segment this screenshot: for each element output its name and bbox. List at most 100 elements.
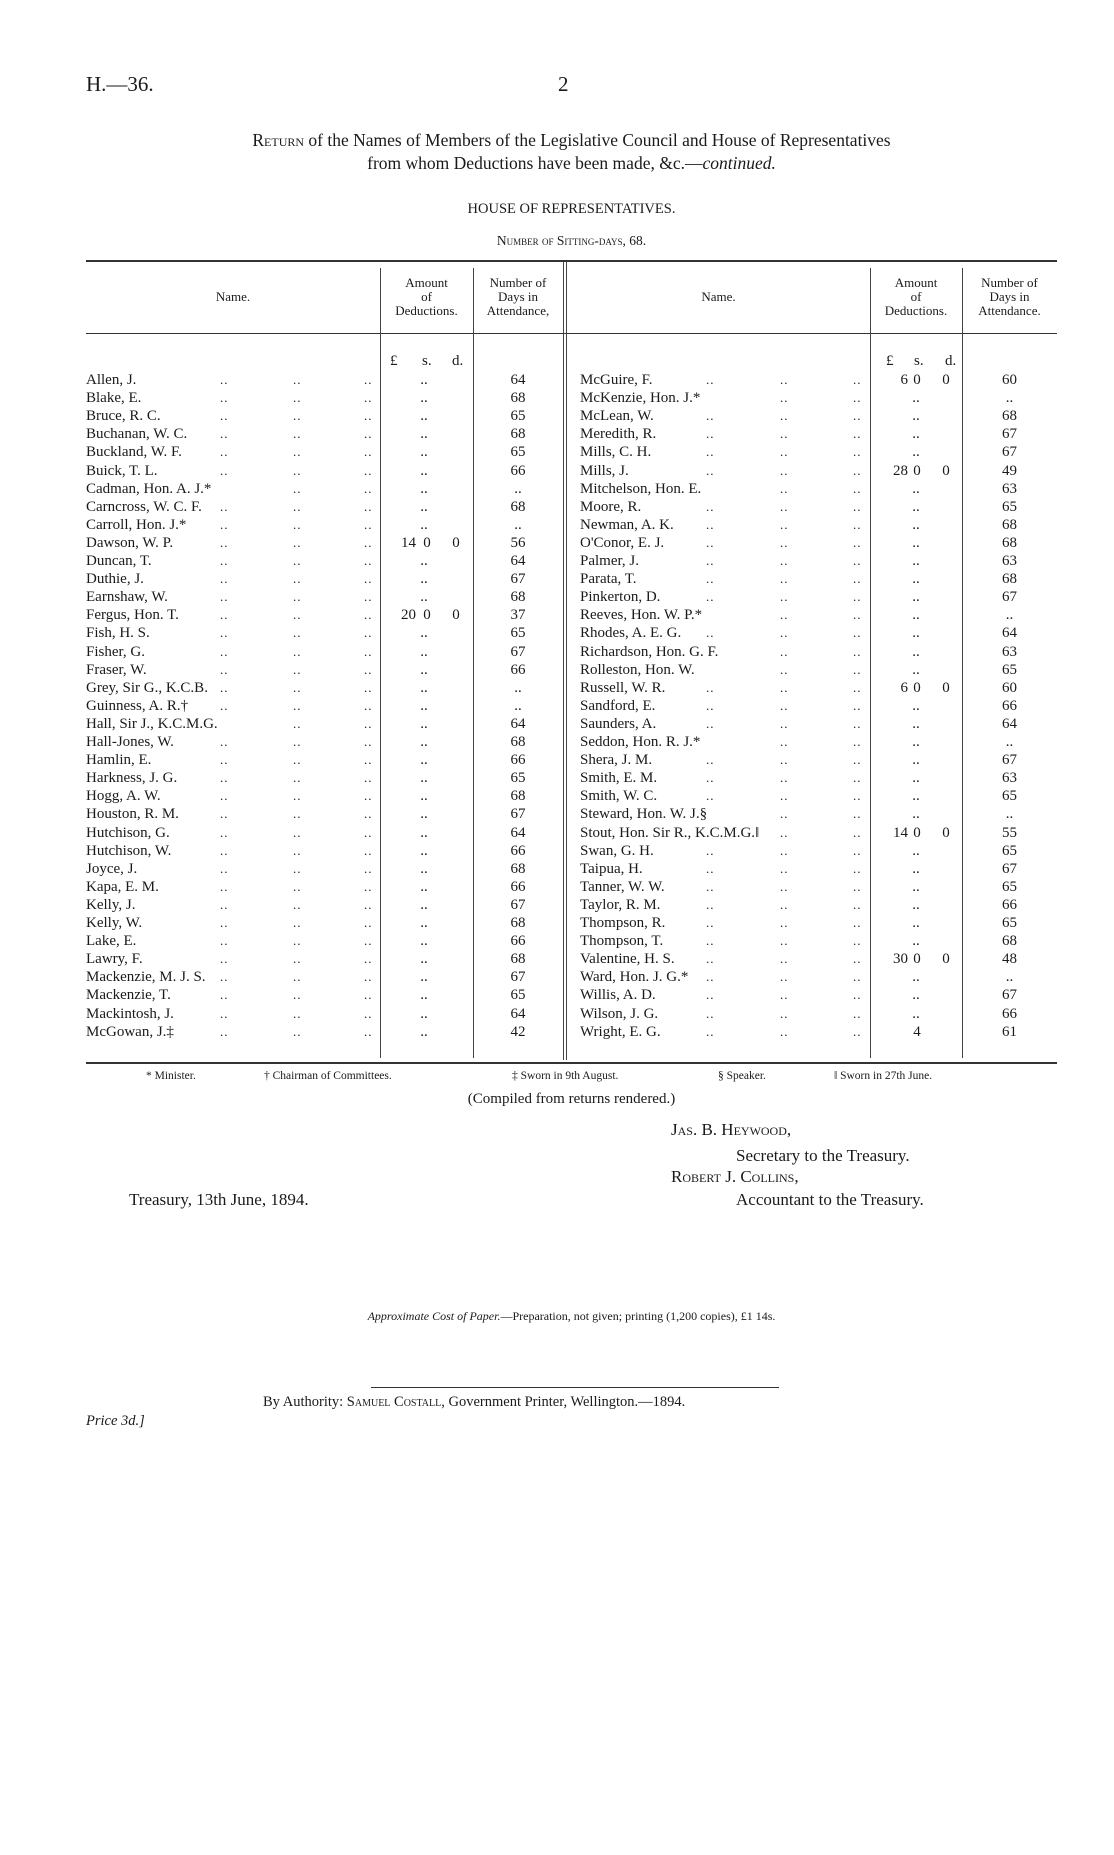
dot-leader: .. <box>853 752 862 768</box>
dot-leader: .. <box>220 951 229 967</box>
table-row: Hall, Sir J., K.C.M.G....... 64 <box>0 715 1114 733</box>
amount-value: 0 <box>942 824 950 841</box>
dot-leader: .. <box>293 1005 302 1021</box>
footnote: ‖ Sworn in 27th June. <box>834 1070 933 1082</box>
member-name: Fisher, G. <box>86 643 145 660</box>
title-continued: continued. <box>702 153 776 173</box>
dot-leader: .. <box>706 896 715 912</box>
dot-leader: .. <box>364 969 373 985</box>
member-name: Mackintosh, J. <box>86 1005 174 1022</box>
dot-leader: .. <box>780 516 789 532</box>
header-amount-left: Amount of Deductions. <box>380 276 473 318</box>
member-name: Ward, Hon. J. G.* <box>580 969 689 986</box>
dot-leader: .. <box>364 444 373 460</box>
dot-leader: .. <box>706 589 715 605</box>
days-attended: 60 <box>1002 679 1017 696</box>
days-attended: 67 <box>1002 426 1017 443</box>
days-attended: 65 <box>510 770 526 787</box>
dot-leader: .. <box>220 679 229 695</box>
dot-leader: .. <box>780 896 789 912</box>
member-name: Guinness, A. R.† <box>86 697 189 714</box>
member-name: Sandford, E. <box>580 697 656 714</box>
dot-leader: .. <box>293 408 302 424</box>
table-row: Palmer, J......... 63 <box>0 552 1114 570</box>
amount-nil: .. <box>912 734 920 750</box>
table-row: Hamlin, E......... 66 <box>0 751 1114 769</box>
amount-nil: .. <box>912 390 920 407</box>
dot-leader: .. <box>220 1023 229 1039</box>
member-name: Shera, J. M. <box>580 752 653 769</box>
dot-leader: .. <box>780 372 789 387</box>
dot-leader: .. <box>293 372 302 387</box>
dot-leader: .. <box>293 987 302 1003</box>
imprint-printer: Samuel Costall <box>346 1394 442 1410</box>
dot-leader: .. <box>780 679 789 695</box>
days-attended: .. <box>1005 390 1014 407</box>
table-row: Mackenzie, T......... 65 <box>0 986 1114 1004</box>
member-name: Duthie, J. <box>86 571 144 588</box>
dot-leader: .. <box>853 661 862 677</box>
dot-leader: .. <box>293 661 302 677</box>
amount-nil: .. <box>912 661 920 678</box>
dot-leader: .. <box>780 607 789 623</box>
table-row: Lake, E......... 66 <box>0 932 1114 950</box>
header-amount-line: Amount <box>894 275 938 290</box>
column-divider <box>380 268 381 1058</box>
amount-nil: .. <box>912 571 920 588</box>
unit-pounds: £ <box>390 353 398 369</box>
dot-leader: .. <box>853 806 862 822</box>
dot-leader: .. <box>364 643 373 659</box>
dot-leader: .. <box>364 915 373 930</box>
days-attended: 67 <box>510 969 526 986</box>
table-row: Tanner, W. W......... 65 <box>0 878 1114 896</box>
dot-leader: .. <box>706 697 715 713</box>
table-row: Grey, Sir G., K.C.B........... <box>0 679 1114 697</box>
dot-leader: .. <box>220 933 229 949</box>
dot-leader: .. <box>220 607 229 623</box>
days-attended: 64 <box>1002 625 1017 642</box>
member-name: Kelly, J. <box>86 896 136 913</box>
amount-nil: .. <box>912 969 920 986</box>
table-row: Houston, R. M......... 67 <box>0 805 1114 823</box>
dot-leader: .. <box>364 480 373 496</box>
days-attended: 67 <box>510 806 526 823</box>
days-attended: .. <box>514 480 522 497</box>
date-line: Treasury, 13th June, 1894. <box>129 1190 309 1209</box>
member-name: Carncross, W. C. F. <box>86 498 202 515</box>
table-row: Wright, E. G....... 4 61 <box>0 1023 1114 1041</box>
member-name: Blake, E. <box>86 390 142 407</box>
dot-leader: .. <box>364 896 373 912</box>
dot-leader: .. <box>780 1005 789 1021</box>
table-row: Buckland, W. F......... 65 <box>0 443 1114 461</box>
dot-leader: .. <box>293 462 302 478</box>
dot-leader: .. <box>853 697 862 713</box>
table-row: Hall-Jones, W......... 68 <box>0 733 1114 751</box>
dot-leader: .. <box>780 1023 789 1039</box>
dot-leader: .. <box>706 915 715 930</box>
dot-leader: .. <box>293 933 302 949</box>
table-row: Buick, T. L......... 66 <box>0 462 1114 480</box>
table-row: Guinness, A. R.†.......... <box>0 697 1114 715</box>
days-attended: 68 <box>510 589 526 606</box>
table-row: O'Conor, E. J......... 68 <box>0 534 1114 552</box>
member-name: McGuire, F. <box>580 372 653 388</box>
table-top-rule <box>86 260 1057 262</box>
dot-leader: .. <box>706 987 715 1003</box>
table-row: Fergus, Hon. T....... 20 0 0 37 <box>0 606 1114 624</box>
amount-value: 6 <box>900 372 909 388</box>
table-row: Thompson, T......... 68 <box>0 932 1114 950</box>
days-attended: .. <box>514 516 522 533</box>
dot-leader: .. <box>293 824 302 840</box>
amount-nil: .. <box>912 860 920 877</box>
dot-leader: .. <box>364 390 373 406</box>
dot-leader: .. <box>364 770 373 786</box>
table-row: Thompson, R......... 65 <box>0 914 1114 932</box>
days-attended: 65 <box>1002 878 1017 895</box>
dot-leader: .. <box>706 842 715 858</box>
dot-leader: .. <box>853 842 862 858</box>
amount-value: 0 <box>942 372 950 388</box>
amount-nil: .. <box>912 480 920 497</box>
dot-leader: .. <box>364 372 373 387</box>
table-row: Steward, Hon. W. J.§........ <box>0 805 1114 823</box>
table-row: Mackenzie, M. J. S......... 67 <box>0 968 1114 986</box>
